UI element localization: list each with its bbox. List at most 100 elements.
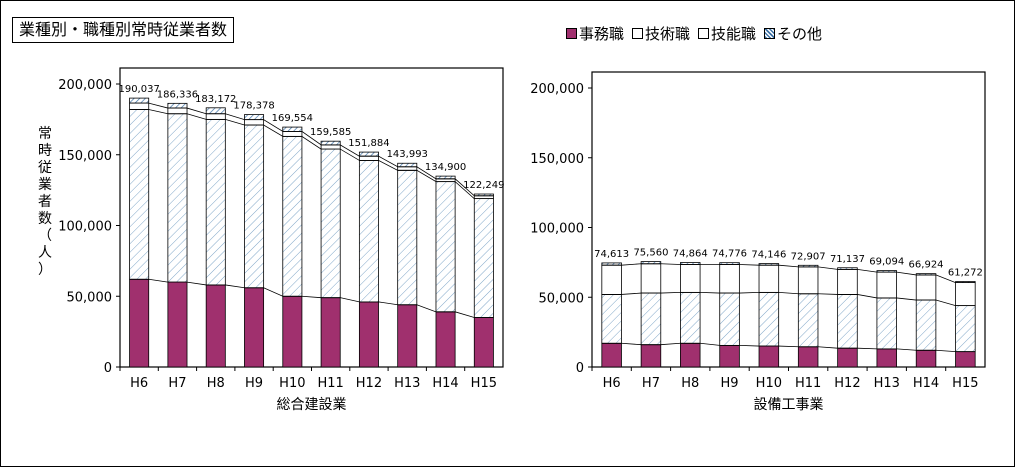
y-tick-label: 200,000 — [530, 82, 584, 97]
legend-label-jimu: 事務職 — [579, 25, 625, 43]
total-data-label: 190,037 — [118, 84, 159, 95]
bar-segment-ginou — [876, 271, 897, 299]
bar-segment-gijutsu — [129, 109, 150, 280]
legend-label-other: その他 — [777, 25, 823, 43]
bar-segment-ginou — [640, 263, 662, 294]
bar-segment-jimu — [640, 344, 662, 368]
bar-segment-gijutsu — [435, 181, 456, 313]
bar-segment-ginou — [601, 264, 622, 295]
bar-segment-gijutsu — [915, 299, 937, 351]
bar-segment-gijutsu — [320, 148, 341, 299]
total-data-label: 143,993 — [387, 149, 428, 160]
total-data-label: 134,900 — [425, 162, 466, 173]
bar-segment-jimu — [680, 342, 701, 368]
bar-segment-gijutsu — [797, 293, 819, 348]
series-line-gijutsu — [129, 109, 494, 200]
bar-segment-jimu — [358, 301, 379, 368]
bar-segment-gijutsu — [167, 113, 188, 283]
series-line-ginou — [129, 102, 494, 197]
x-tick-label: H11 — [795, 376, 821, 391]
total-data-label: 75,560 — [633, 248, 668, 259]
y-tick-label: 100,000 — [58, 220, 112, 235]
legend-item-jimu: 事務職 — [566, 23, 624, 44]
y-tick-label: 100,000 — [530, 222, 584, 237]
y-tick-label: 0 — [576, 361, 584, 376]
total-data-label: 122,249 — [463, 180, 504, 191]
x-tick-label: H12 — [356, 376, 382, 391]
legend: 事務職 技術職 技能職 その他 — [566, 23, 822, 44]
chart-sogo-kensetsu: 0 50,000 100,000 150,000 200,000 H6 190,037 H7 1… — [38, 67, 505, 413]
bar-segment-jimu — [320, 297, 341, 368]
bar-segment-gijutsu — [397, 169, 418, 306]
x-tick-label: H15 — [952, 376, 978, 391]
legend-swatch-other — [764, 28, 776, 39]
y-tick-label: 200,000 — [58, 78, 112, 93]
total-data-label: 183,172 — [195, 94, 236, 105]
bar-segment-gijutsu — [955, 305, 976, 353]
total-data-label: 74,146 — [751, 250, 786, 261]
bar-segment-jimu — [915, 349, 937, 368]
bar-segment-ginou — [797, 266, 819, 295]
y-tick-label: 150,000 — [530, 152, 584, 167]
bar-segment-gijutsu — [640, 292, 662, 346]
bar-segment-ginou — [719, 264, 740, 294]
bar-segment-jimu — [129, 278, 150, 368]
total-data-label: 159,585 — [310, 127, 351, 138]
bar-segment-other — [205, 107, 226, 115]
y-tick-label: 150,000 — [58, 149, 112, 164]
bar-segment-other — [397, 162, 418, 168]
bar-segment-ginou — [758, 264, 780, 293]
y-tick-label: 50,000 — [539, 291, 585, 306]
x-tick-label: H6 — [603, 376, 621, 391]
x-tick-label: H12 — [834, 376, 860, 391]
bar-segment-other — [129, 97, 150, 104]
bar-segment-ginou — [167, 107, 188, 115]
bar-segment-jimu — [837, 347, 858, 368]
x-tick-label: H13 — [394, 376, 420, 391]
total-data-label: 72,907 — [791, 251, 826, 262]
bar-segment-ginou — [282, 131, 303, 137]
bar-segment-gijutsu — [358, 160, 379, 303]
bar-segment-ginou — [397, 166, 418, 171]
bar-segment-ginou — [129, 102, 150, 110]
bar-segment-ginou — [244, 119, 265, 126]
x-tick-label: H9 — [245, 376, 263, 391]
x-tick-label: H9 — [721, 376, 739, 391]
y-axis-label: 常時従業者数（人） — [38, 126, 52, 278]
series-line-ginou — [601, 263, 976, 284]
chart-title: 業種別・職種別常時従業者数 — [12, 17, 235, 43]
legend-item-ginou: 技能職 — [698, 23, 756, 44]
legend-item-other: その他 — [764, 23, 822, 44]
bar-segment-gijutsu — [719, 292, 740, 346]
series-line-jimu — [601, 342, 976, 353]
x-tick-label: H8 — [681, 376, 699, 391]
bar-segment-gijutsu — [244, 124, 265, 289]
bar-segment-other — [358, 151, 379, 157]
x-tick-label: H7 — [168, 376, 186, 391]
bar-segment-other — [282, 126, 303, 132]
x-tick-label: H14 — [913, 376, 939, 391]
total-data-label: 151,884 — [348, 138, 389, 149]
total-data-label: 61,272 — [948, 268, 983, 279]
bar-segment-gijutsu — [601, 294, 622, 344]
legend-label-gijutsu: 技術職 — [645, 25, 691, 43]
legend-swatch-gijutsu — [632, 28, 644, 39]
bar-segment-gijutsu — [758, 291, 780, 347]
y-tick-label: 50,000 — [67, 290, 113, 305]
bar-segment-jimu — [167, 281, 188, 368]
bar-segment-jimu — [719, 344, 740, 368]
bar-segment-other — [244, 114, 265, 121]
bar-segment-jimu — [758, 345, 780, 368]
bar-segment-jimu — [435, 311, 456, 368]
bar-segment-gijutsu — [473, 198, 494, 318]
total-data-label: 178,378 — [233, 101, 274, 112]
chart-setsubi-koji: 0 50,000 100,000 150,000 200,000 H6 74,613 H7 75… — [530, 71, 986, 413]
bar-segment-other — [320, 140, 341, 146]
x-tick-label: H14 — [432, 376, 458, 391]
total-data-label: 71,137 — [830, 254, 865, 265]
bar-segment-gijutsu — [680, 291, 701, 344]
bar-segment-other — [435, 175, 456, 180]
bar-segment-gijutsu — [837, 294, 858, 349]
bar-segment-jimu — [473, 317, 494, 368]
